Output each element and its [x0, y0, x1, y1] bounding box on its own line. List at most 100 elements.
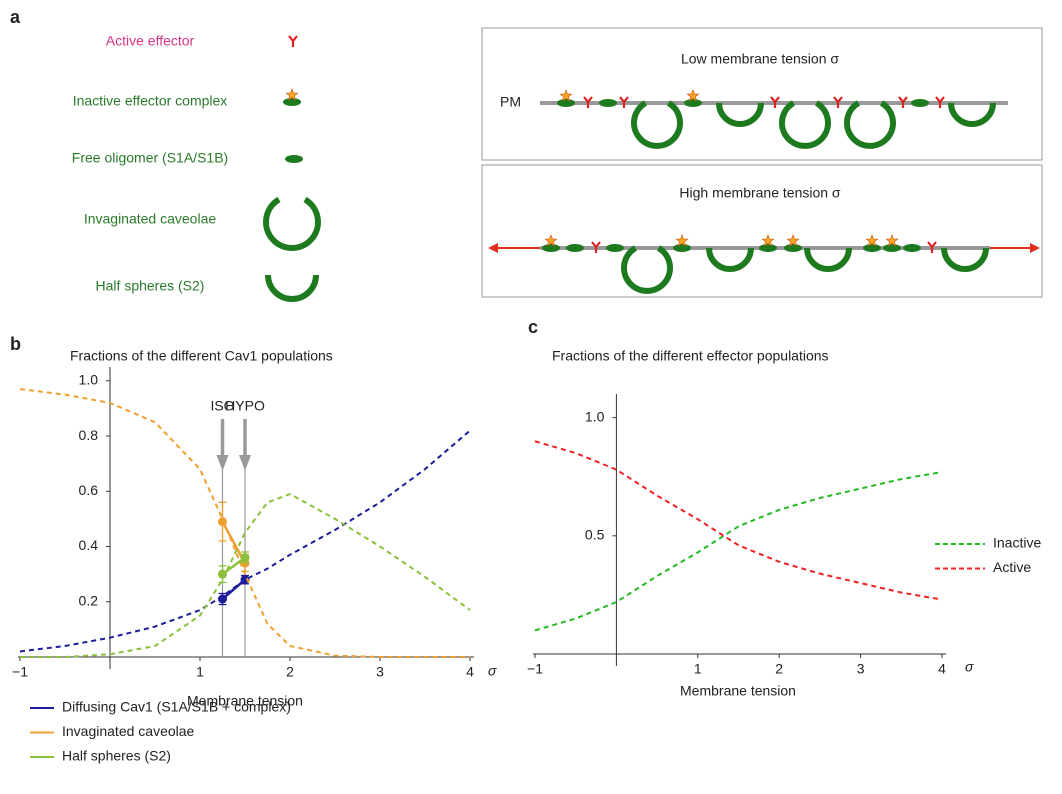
- tension-arrow-head: [1030, 243, 1040, 253]
- measured-line: [221, 578, 246, 600]
- y-tick-label: 1.0: [79, 372, 99, 388]
- x-tick-label: −1: [527, 661, 543, 677]
- tension-arrow-head: [488, 243, 498, 253]
- x-tick-label: 4: [938, 661, 946, 677]
- schematic: [263, 35, 1040, 302]
- half-sphere: [716, 102, 764, 127]
- y-tick-label: 0.8: [79, 427, 99, 443]
- effector: [833, 96, 843, 108]
- y-tick-label: 0.6: [79, 482, 99, 498]
- y-tick-label: 0.5: [585, 527, 605, 543]
- oligomer: [863, 244, 881, 252]
- star: [559, 89, 573, 102]
- series-line: [534, 471, 943, 632]
- panel-label: b: [10, 334, 21, 354]
- data-point: [240, 575, 250, 585]
- series-line: [19, 429, 471, 653]
- diagram-box: [481, 27, 1043, 161]
- x-tick-label: 3: [376, 664, 384, 680]
- data-point: [218, 569, 227, 579]
- oligomer: [285, 155, 303, 163]
- legend-text: Invaginated caveolae: [84, 211, 217, 227]
- annotation-arrow-head: [239, 455, 251, 471]
- effector: [583, 96, 593, 108]
- x-axis-label: Membrane tension: [680, 683, 796, 699]
- oligomer: [911, 99, 929, 107]
- legend-label: Invaginated caveolae: [62, 723, 195, 739]
- x-tick-label: −1: [12, 664, 28, 680]
- panel-label: c: [528, 317, 538, 337]
- caveola: [263, 196, 321, 251]
- x-axis-symbol: σ: [965, 659, 974, 675]
- data-point: [218, 594, 227, 604]
- legend-label: Inactive: [993, 535, 1041, 551]
- oligomer: [283, 98, 301, 106]
- x-tick-label: 2: [775, 661, 783, 677]
- star: [686, 89, 700, 102]
- panel-label: a: [10, 7, 21, 27]
- star: [285, 88, 299, 101]
- star: [786, 234, 800, 247]
- diagram-title: High membrane tension σ: [679, 185, 841, 201]
- measured-line: [221, 556, 246, 576]
- x-tick-label: 2: [286, 664, 294, 680]
- effector: [619, 96, 629, 108]
- oligomer: [784, 244, 802, 252]
- data-point: [240, 553, 250, 563]
- legend-text: Active effector: [106, 33, 195, 49]
- annotation: ISO: [210, 398, 234, 414]
- legend-label: Diffusing Cav1 (S1A/S1B + complex): [62, 699, 291, 715]
- y-tick-label: 0.2: [79, 592, 99, 608]
- effector: [591, 241, 601, 253]
- data-point: [218, 517, 227, 527]
- x-tick-label: 4: [466, 664, 474, 680]
- legend-text: Half spheres (S2): [96, 278, 205, 294]
- effector: [898, 96, 908, 108]
- legend-label: Half spheres (S2): [62, 748, 171, 764]
- y-tick-label: 0.4: [79, 537, 99, 553]
- x-tick-label: 1: [196, 664, 204, 680]
- star: [675, 234, 689, 247]
- x-tick-label: 1: [694, 661, 702, 677]
- series-line: [20, 492, 471, 658]
- effector: [288, 35, 298, 47]
- annotation-arrow-head: [216, 455, 229, 471]
- half-sphere: [804, 247, 852, 272]
- star: [761, 234, 775, 247]
- oligomer: [883, 244, 901, 252]
- caveola: [621, 245, 673, 294]
- oligomer: [557, 99, 575, 107]
- star: [544, 234, 558, 247]
- membrane-label: PM: [500, 94, 521, 110]
- caveola: [779, 100, 831, 149]
- y-tick-label: 1.0: [585, 408, 605, 424]
- half-sphere: [265, 274, 319, 302]
- legend-text: Inactive effector complex: [73, 93, 228, 109]
- half-sphere: [948, 102, 996, 127]
- oligomer: [903, 244, 921, 252]
- oligomer: [684, 99, 702, 107]
- series-line: [534, 440, 943, 601]
- oligomer: [599, 99, 617, 107]
- annotation: HYPO: [225, 398, 265, 414]
- star: [865, 234, 879, 247]
- effector: [770, 96, 780, 108]
- oligomer: [673, 244, 691, 252]
- oligomer: [606, 244, 624, 252]
- diagram-box: [481, 164, 1043, 298]
- series-line: [19, 388, 470, 658]
- legend-text: Free oligomer (S1A/S1B): [72, 150, 228, 166]
- caveola: [844, 100, 896, 149]
- x-axis-label: Membrane tension: [187, 693, 303, 709]
- oligomer: [542, 244, 560, 252]
- effector: [927, 241, 937, 253]
- half-sphere: [706, 247, 754, 272]
- caveola: [631, 100, 683, 149]
- x-axis-symbol: σ: [488, 663, 497, 679]
- x-tick-label: 3: [857, 661, 865, 677]
- oligomer: [759, 244, 777, 252]
- effector: [935, 96, 945, 108]
- star: [885, 234, 899, 247]
